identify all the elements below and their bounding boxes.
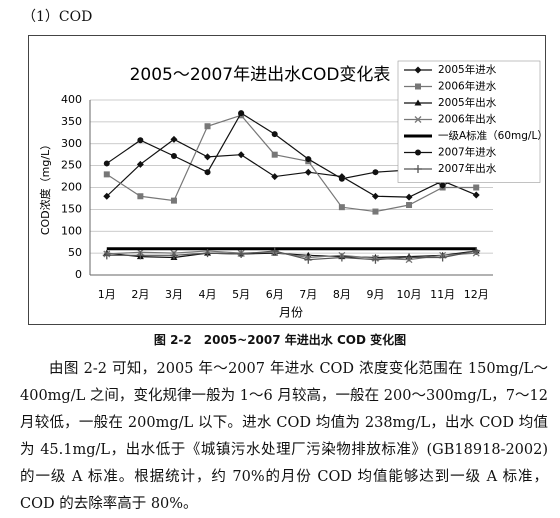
y-tick-label: 150: [61, 202, 82, 215]
x-tick-label: 12月: [464, 288, 489, 301]
legend-label: 2005年出水: [438, 96, 497, 109]
section-heading: （1）COD: [22, 9, 93, 25]
marker: [170, 135, 178, 143]
marker: [270, 246, 279, 255]
marker: [304, 255, 313, 264]
marker: [238, 110, 245, 117]
y-tick-label: 50: [68, 246, 82, 259]
marker: [103, 171, 110, 178]
chart: 2005～2007年进出水COD变化表 COD浓度（mg/L） 月份 0 50 10…: [28, 35, 546, 325]
marker: [414, 116, 422, 123]
y-tick-label: 300: [61, 137, 82, 150]
series-line: [106, 250, 477, 259]
marker: [438, 253, 447, 262]
marker: [237, 151, 245, 159]
legend-label: 2006年进水: [438, 80, 497, 93]
marker: [337, 253, 346, 262]
y-tick-label: 100: [61, 224, 82, 237]
y-tick-label: 350: [61, 115, 82, 128]
series-line: [106, 114, 477, 213]
marker: [338, 175, 345, 182]
marker: [204, 123, 211, 130]
marker: [414, 165, 422, 173]
marker: [372, 208, 379, 215]
marker: [102, 251, 111, 260]
marker: [473, 184, 480, 191]
legend-label: 一级A标准（60mg/L）: [438, 130, 546, 142]
legend-label: 2006年出水: [438, 113, 497, 126]
x-tick-label: 4月: [199, 288, 217, 301]
marker: [204, 153, 212, 161]
legend-label: 2005年进水: [438, 63, 497, 76]
figure-caption: 图 2-2 2005~2007 年进出水 COD 变化图: [153, 333, 407, 347]
marker: [439, 182, 446, 189]
y-tick-label: 250: [61, 159, 82, 172]
x-tick-label: 11月: [430, 288, 455, 301]
chart-title: 2005～2007年进出水COD变化表: [130, 65, 391, 85]
y-axis-label: COD浓度（mg/L）: [38, 139, 52, 235]
marker: [271, 151, 278, 158]
marker: [103, 192, 111, 200]
x-tick-label: 6月: [266, 288, 284, 301]
marker: [137, 137, 144, 144]
x-tick-label: 3月: [165, 288, 183, 301]
legend-box: [397, 60, 541, 183]
x-tick-label: 1月: [98, 288, 116, 301]
marker: [371, 192, 379, 200]
marker: [405, 253, 414, 262]
marker: [271, 173, 279, 181]
x-tick-label: 8月: [333, 288, 351, 301]
paragraph: 由图 2-2 可知，2005 年～2007 年进水 COD 浓度变化范围在 15…: [20, 361, 548, 512]
x-tick-label: 5月: [232, 288, 250, 301]
marker: [415, 83, 421, 90]
marker: [169, 251, 178, 260]
legend-label: 2007年进水: [438, 146, 497, 159]
marker: [472, 246, 481, 255]
x-axis-label: 月份: [279, 306, 303, 320]
marker: [136, 160, 144, 168]
series-line: [106, 138, 477, 198]
marker: [414, 66, 422, 74]
marker: [406, 202, 413, 208]
x-tick-label: 9月: [366, 288, 384, 301]
marker: [372, 169, 379, 176]
x-tick-label: 7月: [299, 288, 317, 301]
x-tick-label: 10月: [397, 288, 422, 301]
marker: [405, 193, 413, 201]
marker: [136, 251, 145, 260]
marker: [203, 249, 212, 258]
marker: [305, 156, 312, 163]
marker: [415, 149, 421, 156]
marker: [472, 191, 480, 199]
marker: [137, 193, 144, 200]
y-tick-label: 400: [61, 93, 82, 106]
marker: [271, 131, 278, 138]
marker: [371, 255, 380, 264]
marker: [170, 197, 177, 204]
y-tick-label: 0: [75, 268, 82, 281]
marker: [338, 204, 345, 211]
marker: [237, 250, 246, 258]
y-tick-label: 200: [61, 181, 82, 194]
marker: [170, 153, 177, 159]
marker: [304, 168, 312, 176]
x-tick-label: 2月: [131, 288, 149, 301]
marker: [204, 169, 211, 176]
marker: [414, 99, 422, 106]
marker: [103, 160, 110, 167]
legend-label: 2007年出水: [438, 162, 497, 175]
series-line: [106, 250, 477, 261]
